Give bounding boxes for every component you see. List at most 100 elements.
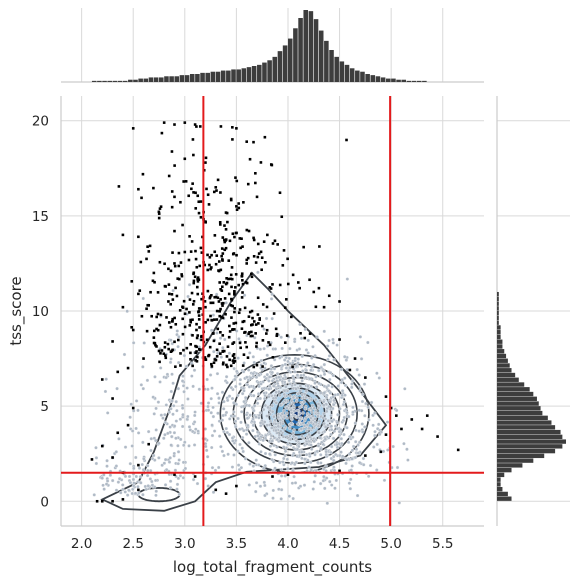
scatter-point bbox=[324, 476, 329, 480]
scatter-point-outlier bbox=[262, 240, 266, 243]
scatter-point bbox=[309, 443, 313, 447]
scatter-point-outlier bbox=[170, 150, 174, 153]
scatter-point-outlier bbox=[173, 164, 176, 167]
scatter-point-outlier bbox=[200, 335, 203, 338]
scatter-point-outlier bbox=[206, 318, 210, 322]
scatter-point bbox=[378, 432, 382, 437]
scatter-point-outlier bbox=[200, 297, 203, 301]
scatter-point bbox=[294, 364, 299, 368]
scatter-point bbox=[354, 447, 359, 452]
scatter-point bbox=[238, 377, 243, 382]
scatter-point bbox=[309, 406, 313, 411]
scatter-point bbox=[164, 375, 168, 380]
marginal-y-histogram bbox=[496, 96, 570, 526]
scatter-point bbox=[331, 402, 336, 407]
scatter-point bbox=[313, 417, 317, 421]
scatter-point-outlier bbox=[196, 276, 200, 279]
scatter-point bbox=[336, 384, 341, 388]
scatter-point bbox=[136, 431, 141, 435]
scatter-point bbox=[225, 430, 230, 435]
scatter-point bbox=[94, 445, 98, 450]
scatter-point-outlier bbox=[252, 320, 256, 323]
scatter-point bbox=[248, 351, 252, 355]
scatter-point bbox=[276, 424, 281, 429]
scatter-point bbox=[206, 408, 211, 412]
scatter-point bbox=[293, 481, 298, 485]
scatter-point bbox=[152, 485, 157, 489]
scatter-point bbox=[332, 398, 336, 403]
scatter-point bbox=[329, 456, 334, 461]
scatter-point-outlier bbox=[224, 211, 228, 214]
scatter-point-outlier bbox=[213, 295, 216, 299]
scatter-point bbox=[232, 366, 236, 371]
scatter-point bbox=[287, 356, 292, 361]
histogram-bar bbox=[497, 401, 539, 406]
scatter-point-outlier bbox=[223, 297, 227, 300]
histogram-bar bbox=[497, 382, 525, 387]
x-tick-label: 4.5 bbox=[329, 536, 350, 552]
scatter-point-outlier bbox=[173, 195, 176, 199]
scatter-point bbox=[287, 494, 292, 498]
y-tick-label: 20 bbox=[32, 114, 49, 130]
scatter-point bbox=[349, 468, 354, 472]
scatter-point bbox=[281, 400, 286, 405]
scatter-point bbox=[289, 416, 294, 420]
scatter-point bbox=[248, 462, 252, 466]
histogram-bar bbox=[226, 70, 231, 82]
scatter-point-outlier bbox=[159, 313, 163, 317]
scatter-point bbox=[270, 370, 275, 375]
scatter-point-outlier bbox=[233, 307, 236, 310]
histogram-bar bbox=[251, 66, 257, 82]
scatter-point bbox=[115, 386, 119, 391]
histogram-bar bbox=[287, 38, 293, 82]
scatter-point bbox=[180, 406, 185, 410]
scatter-point bbox=[305, 442, 309, 446]
scatter-point bbox=[146, 429, 151, 434]
histogram-bar bbox=[497, 387, 530, 392]
scatter-point bbox=[297, 444, 301, 449]
scatter-point bbox=[214, 292, 219, 297]
scatter-point-outlier bbox=[266, 233, 269, 237]
scatter-point-outlier bbox=[131, 406, 135, 410]
scatter-point-outlier bbox=[219, 352, 222, 355]
scatter-point-outlier bbox=[199, 246, 203, 250]
scatter-point bbox=[289, 411, 294, 415]
scatter-point-outlier bbox=[269, 287, 273, 290]
scatter-point bbox=[274, 401, 279, 405]
scatter-point-outlier bbox=[338, 300, 341, 303]
scatter-point bbox=[132, 466, 136, 471]
scatter-point-outlier bbox=[223, 238, 226, 242]
scatter-point-outlier bbox=[158, 207, 162, 210]
scatter-point bbox=[127, 474, 132, 479]
scatter-point bbox=[343, 376, 347, 380]
scatter-point-outlier bbox=[221, 259, 224, 262]
scatter-point bbox=[263, 436, 268, 441]
scatter-point bbox=[357, 408, 361, 412]
scatter-point-outlier bbox=[303, 336, 307, 340]
scatter-point bbox=[220, 418, 225, 422]
histogram-bar bbox=[497, 482, 501, 487]
scatter-point bbox=[285, 411, 289, 415]
scatter-point bbox=[311, 487, 315, 491]
scatter-point-outlier bbox=[231, 232, 235, 236]
y-tick-label: 15 bbox=[32, 209, 49, 225]
scatter-point bbox=[236, 416, 240, 421]
scatter-point bbox=[175, 482, 180, 487]
scatter-point bbox=[268, 419, 273, 423]
scatter-point-outlier bbox=[241, 245, 244, 248]
scatter-point-outlier bbox=[259, 161, 263, 164]
scatter-point bbox=[209, 445, 214, 450]
scatter-point-outlier bbox=[177, 264, 181, 268]
scatter-point bbox=[362, 382, 367, 386]
x-axis-label: log_total_fragment_counts bbox=[173, 558, 372, 577]
scatter-point-outlier bbox=[384, 433, 388, 436]
scatter-point bbox=[337, 433, 342, 437]
scatter-point-outlier bbox=[158, 360, 161, 364]
scatter-point-outlier bbox=[162, 352, 166, 356]
scatter-point bbox=[270, 410, 275, 414]
scatter-point bbox=[361, 463, 366, 467]
scatter-point bbox=[304, 452, 309, 457]
scatter-point bbox=[174, 399, 178, 404]
scatter-point-outlier bbox=[247, 315, 251, 318]
histogram-bar bbox=[143, 78, 149, 82]
